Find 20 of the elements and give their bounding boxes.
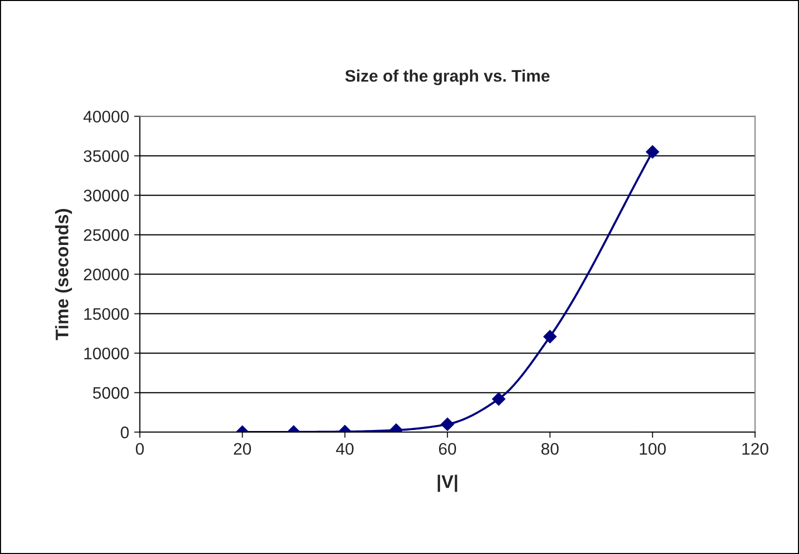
y-axis-title: Time (seconds) xyxy=(55,209,72,340)
y-tick-label: 5000 xyxy=(93,387,129,399)
y-tick-label: 35000 xyxy=(84,150,129,162)
x-tick-label: 0 xyxy=(136,442,144,455)
y-tick-label: 0 xyxy=(120,426,129,438)
x-axis-title: |V| xyxy=(438,474,458,492)
x-tick-label: 40 xyxy=(336,442,354,455)
x-tick-label: 100 xyxy=(640,442,666,455)
x-tick-label: 20 xyxy=(234,442,251,455)
y-tick-label: 30000 xyxy=(84,190,129,202)
x-tick-label: 60 xyxy=(439,442,456,455)
y-tick-label: 25000 xyxy=(84,229,129,241)
y-tick-label: 20000 xyxy=(84,268,129,280)
chart-title: Size of the graph vs. Time xyxy=(345,70,550,86)
y-tick-label: 40000 xyxy=(83,110,129,123)
x-tick-label: 120 xyxy=(742,442,768,455)
x-tick-label: 80 xyxy=(541,442,559,455)
point xyxy=(646,145,660,158)
y-tick-label: 10000 xyxy=(84,348,129,360)
y-tick-label: 15000 xyxy=(84,308,129,320)
